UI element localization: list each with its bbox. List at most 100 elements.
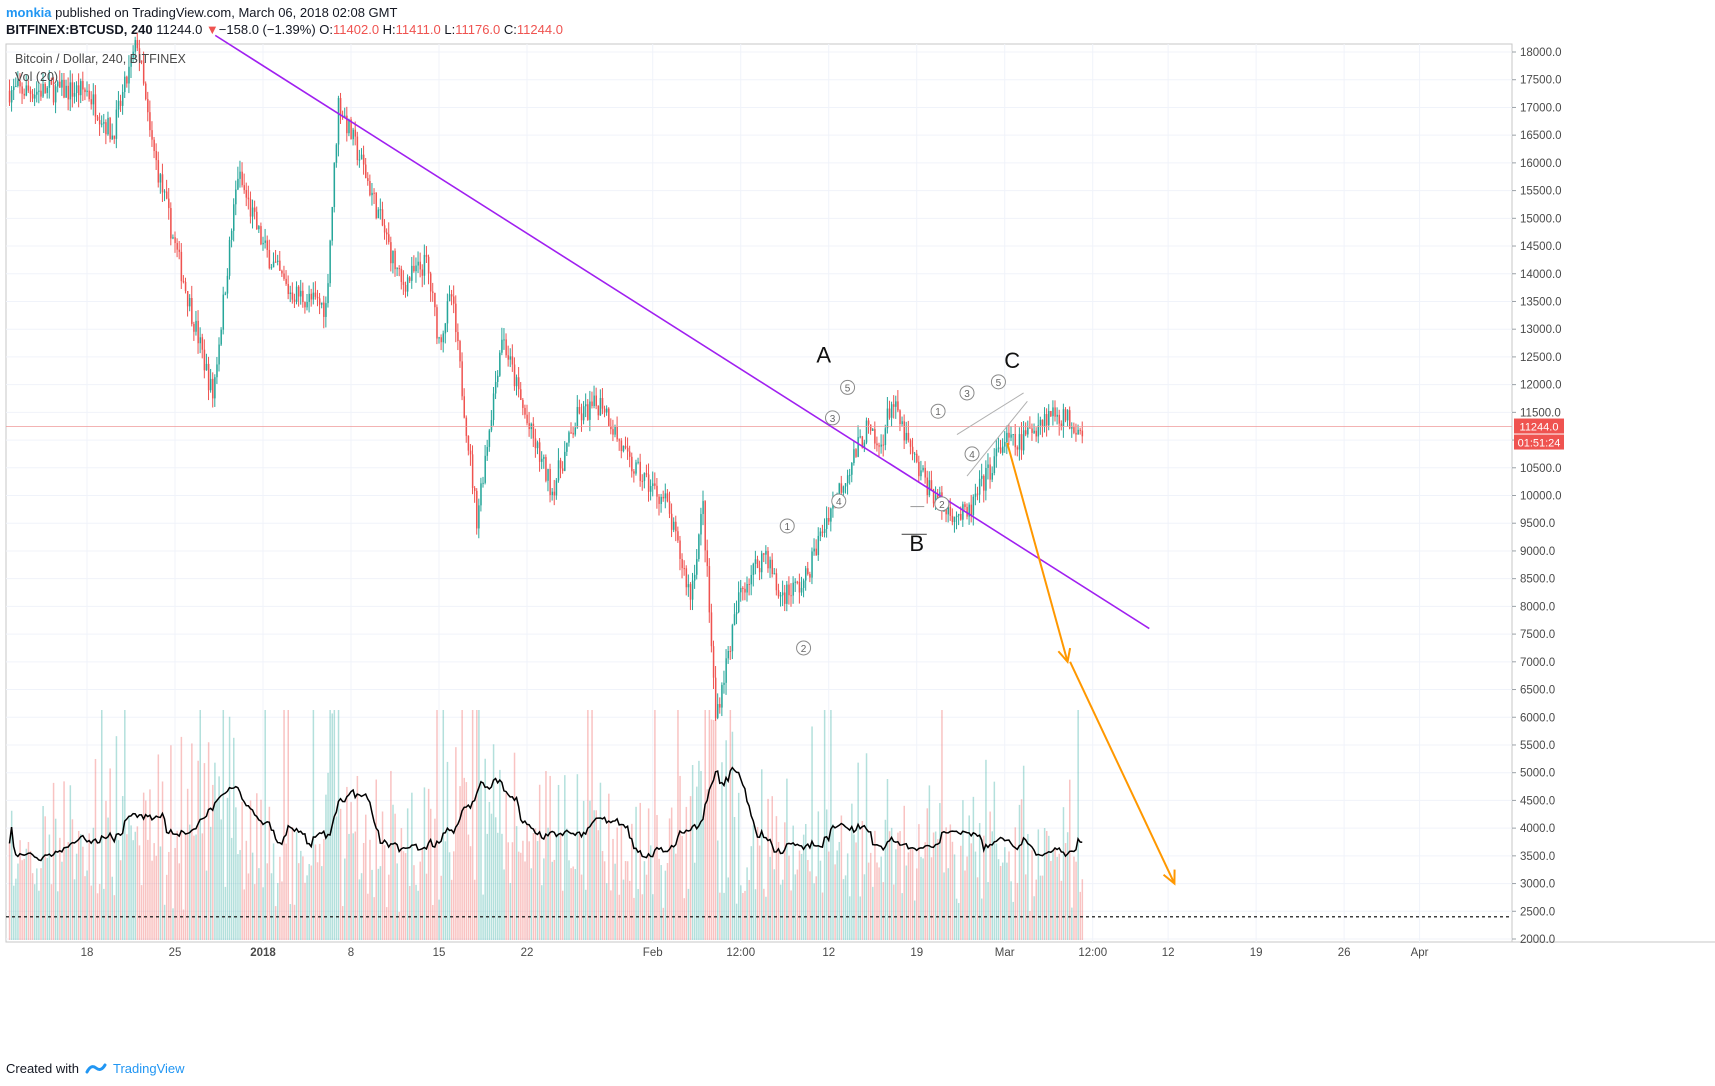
volume-bar [239, 850, 241, 940]
volume-bar [899, 831, 901, 940]
y-tick-label: 13000.0 [1520, 324, 1562, 336]
candle [798, 573, 801, 604]
volume-bar [610, 890, 612, 940]
volume-bar [490, 813, 493, 940]
volume-bar [233, 737, 235, 940]
candle [321, 302, 323, 309]
volume-bar [712, 720, 715, 940]
candle [683, 560, 685, 576]
wave-count-label: 3 [830, 414, 836, 425]
volume-bar [360, 873, 363, 940]
candle [794, 578, 797, 592]
volume-bar [245, 840, 248, 940]
y-tick-label: 2500.0 [1520, 906, 1555, 918]
created-with-label: Created with [6, 1061, 79, 1076]
volume-bar [943, 872, 945, 940]
candle [784, 584, 786, 612]
volume-bar [132, 840, 134, 940]
volume-bar [696, 786, 698, 940]
volume-bar [869, 852, 872, 940]
candle [406, 274, 409, 297]
wave-count-label: 5 [845, 383, 851, 394]
candle [425, 246, 428, 264]
candle [478, 498, 480, 539]
projection-arrow-head [1162, 869, 1176, 886]
tradingview-link[interactable]: TradingView [112, 1061, 185, 1076]
author-link[interactable]: monkia [6, 5, 52, 20]
volume-bar [790, 890, 792, 940]
y-tick-label: 3000.0 [1520, 879, 1555, 891]
candle [381, 201, 384, 227]
volume-bar [775, 816, 778, 940]
candle [662, 490, 665, 502]
volume-bar [585, 889, 587, 940]
candle [300, 279, 302, 305]
candle [29, 86, 32, 103]
volume-bar [207, 742, 210, 940]
volume-bar [920, 856, 922, 940]
volume-bar [991, 831, 993, 940]
volume-bar [907, 852, 910, 940]
volume-bar [46, 857, 49, 940]
candle [293, 293, 296, 308]
volume-bar [182, 909, 185, 940]
volume-bar [953, 854, 956, 940]
candle [696, 549, 698, 580]
candle [677, 526, 679, 543]
volume-bar [54, 818, 57, 940]
candle [541, 451, 543, 470]
volume-bar [205, 870, 208, 940]
candle [1054, 400, 1056, 422]
candle [365, 158, 367, 179]
volume-bar [469, 846, 472, 940]
price-change: −158.0 (−1.39%) [218, 22, 316, 37]
volume-bar [752, 825, 755, 940]
candle [136, 32, 139, 52]
volume-bar [928, 785, 931, 940]
candle [331, 206, 333, 246]
volume-bar [1081, 879, 1084, 940]
volume-bar [1041, 875, 1044, 940]
candle [769, 556, 771, 578]
volume-bar [815, 876, 817, 940]
candle [603, 405, 606, 418]
candle [1071, 422, 1073, 438]
candle [249, 191, 252, 224]
candle [641, 474, 644, 491]
candle [417, 251, 419, 274]
candle [302, 282, 304, 308]
candle [209, 368, 212, 393]
candle [838, 482, 841, 495]
candle [1039, 416, 1042, 435]
volume-bar [107, 817, 109, 940]
candle [195, 310, 197, 336]
candle [872, 428, 874, 432]
candle [712, 640, 715, 690]
candle [605, 405, 608, 416]
candle [86, 81, 88, 97]
volume-bar [501, 833, 503, 940]
candle [59, 70, 61, 88]
tradingview-logo-icon[interactable] [85, 1062, 107, 1076]
volume-bar [934, 831, 937, 940]
volume-bar [656, 815, 658, 940]
volume-bar [394, 813, 396, 940]
candle [291, 282, 294, 304]
volume-bar [528, 841, 530, 940]
wave-count-circle [840, 379, 856, 395]
volume-bar [765, 896, 767, 940]
candle [356, 131, 359, 166]
volume-bar [832, 823, 834, 940]
volume-bar [1035, 879, 1037, 940]
volume-bar [905, 865, 908, 940]
volume-bar [80, 833, 82, 940]
candle [402, 270, 405, 295]
volume-bar [497, 832, 499, 940]
candle [268, 239, 271, 270]
volume-bar [488, 801, 491, 940]
volume-bar [1075, 861, 1077, 940]
candle [647, 463, 650, 502]
symbol-ohlc-line: BITFINEX:BTCUSD, 240 11244.0 ▼−158.0 (−1… [6, 21, 563, 39]
volume-bar [277, 882, 279, 940]
